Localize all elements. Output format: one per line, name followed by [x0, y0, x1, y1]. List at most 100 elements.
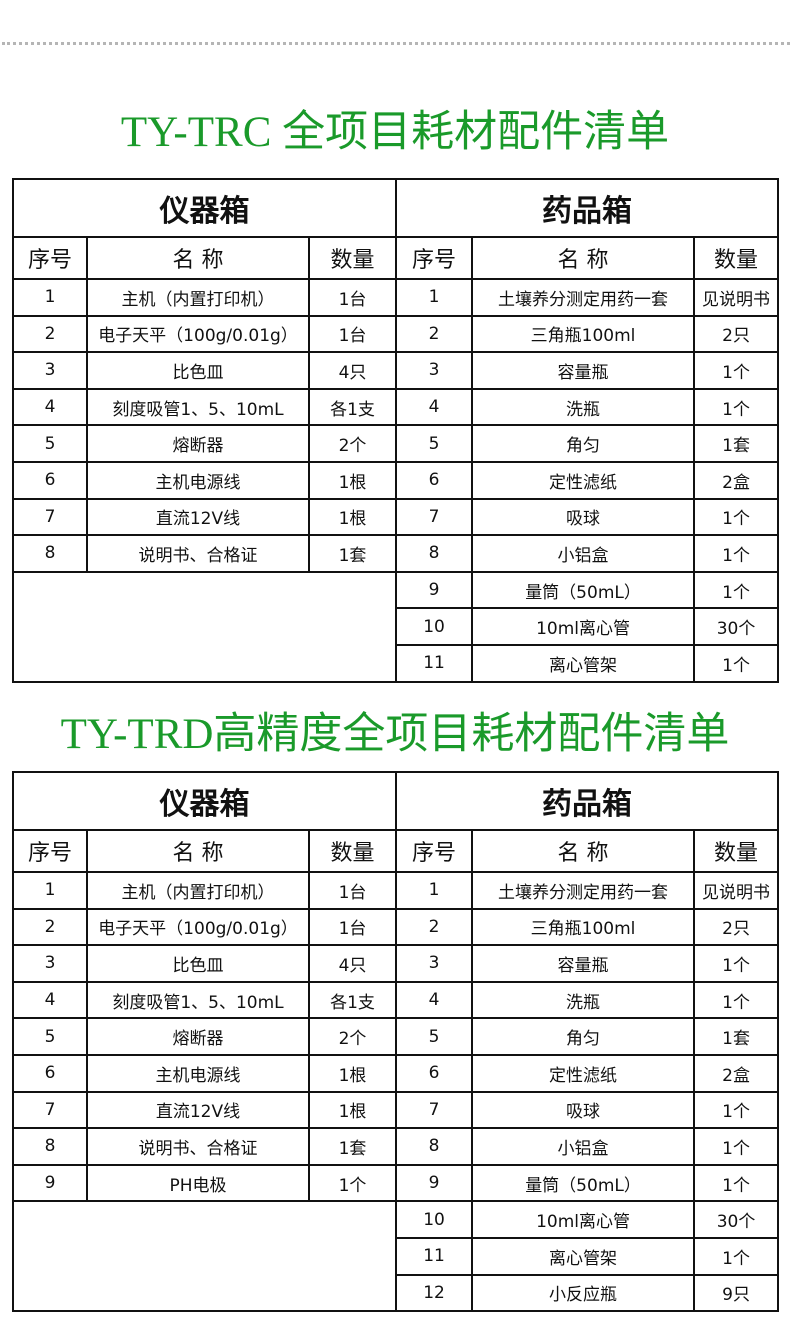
instrument-item-name: 直流12V线: [86, 497, 310, 537]
reagent-item-index: 8: [395, 1127, 474, 1166]
reagent-item-qty: 1个: [693, 534, 780, 573]
reagent-item-name: 小反应瓶: [471, 1273, 696, 1313]
reagent-item-index: 4: [395, 980, 474, 1020]
accessory-table-trd: 仪器箱 药品箱 序号名 称数量 序号名 称数量 1 主机（内置打印机） 1台 1 土壤养分测定用…: [11, 771, 780, 1313]
table-row: 10 10ml离心管 30个: [11, 1200, 780, 1313]
instrument-item-qty: 1套: [307, 534, 398, 573]
reagent-item-index: 6: [395, 1053, 474, 1093]
instrument-item-name: 比色皿: [86, 351, 310, 390]
reagent-item-index: 2: [395, 314, 474, 354]
col-header-qty: 数量: [307, 829, 398, 873]
reagent-item-qty: 1个: [693, 980, 780, 1020]
reagent-item-qty: 1个: [693, 351, 780, 390]
instrument-item-qty: 各1支: [307, 980, 398, 1020]
reagent-item-index: 7: [395, 1090, 474, 1130]
col-header-index: 序号: [395, 829, 474, 873]
reagent-item-qty: 见说明书: [693, 871, 780, 910]
instrument-item-index: 3: [12, 944, 88, 983]
table-row: 5 熔断器 2个 5 角匀 1套: [12, 424, 780, 463]
section-title-trc: TY-TRC 全项目耗材配件清单: [120, 109, 670, 156]
instrument-item-qty: 1台: [307, 278, 398, 317]
instrument-item-index: 9: [12, 1163, 88, 1203]
instrument-item-qty: 1根: [307, 460, 398, 500]
instrument-item-qty: 1台: [307, 871, 398, 910]
table-row: 12 小反应瓶 9只: [13, 1273, 780, 1313]
instrument-item-index: 7: [12, 1090, 88, 1130]
table-row: 4 刻度吸管1、5、10mL 各1支 4 洗瓶 1个: [12, 980, 780, 1020]
col-header-index: 序号: [12, 829, 88, 873]
reagent-item-name: 容量瓶: [471, 351, 696, 390]
instrument-item-index: 1: [12, 278, 88, 317]
reagent-item-qty: 1个: [693, 570, 780, 610]
instrument-item-name: 电子天平（100g/0.01g）: [86, 314, 310, 354]
reagent-item-index: 3: [395, 351, 474, 390]
instrument-item-qty: 1套: [307, 1127, 398, 1166]
reagent-item-index: 10: [395, 1200, 474, 1239]
reagent-item-qty: 1个: [693, 1163, 780, 1203]
col-header-qty: 数量: [307, 236, 398, 280]
reagent-item-name: 土壤养分测定用药一套: [471, 871, 696, 910]
reagent-item-name: 定性滤纸: [471, 460, 696, 500]
table-row: 3 比色皿 4只 3 容量瓶 1个: [12, 944, 780, 983]
instrument-item-name: 熔断器: [86, 424, 310, 463]
instrument-item-qty: 2个: [307, 424, 398, 463]
reagent-item-name: 吸球: [471, 497, 696, 537]
reagent-item-index: 8: [395, 534, 474, 573]
reagent-item-index: 12: [395, 1273, 474, 1313]
instrument-item-name: PH电极: [86, 1163, 310, 1203]
col-header-name: 名 称: [471, 236, 696, 280]
reagent-item-name: 洗瓶: [471, 387, 696, 427]
instrument-item-name: 比色皿: [86, 944, 310, 983]
instrument-item-index: 4: [12, 387, 88, 427]
table-row: 2 电子天平（100g/0.01g） 1台 2 三角瓶100ml 2只: [12, 314, 780, 354]
instrument-item-index: 5: [12, 424, 88, 463]
instrument-item-name: 主机（内置打印机）: [86, 278, 310, 317]
instrument-item-qty: 1根: [307, 1090, 398, 1130]
reagent-item-name: 离心管架: [471, 1236, 696, 1276]
col-header-name: 名 称: [86, 829, 310, 873]
table-row: 1 主机（内置打印机） 1台 1 土壤养分测定用药一套 见说明书: [12, 278, 780, 317]
table-row: 6 主机电源线 1根 6 定性滤纸 2盒: [12, 1053, 780, 1093]
empty-cell: [11, 1200, 398, 1313]
instrument-item-index: 6: [12, 1053, 88, 1093]
reagent-item-index: 4: [395, 387, 474, 427]
reagent-item-name: 容量瓶: [471, 944, 696, 983]
instrument-item-name: 刻度吸管1、5、10mL: [86, 387, 310, 427]
instrument-item-index: 3: [12, 351, 88, 390]
table-row: 4 刻度吸管1、5、10mL 各1支 4 洗瓶 1个: [12, 387, 780, 427]
instrument-item-qty: 各1支: [307, 387, 398, 427]
reagent-item-qty: 2盒: [693, 460, 780, 500]
reagent-item-qty: 1套: [693, 424, 780, 463]
col-header-name: 名 称: [86, 236, 310, 280]
table-row: 7 直流12V线 1根 7 吸球 1个: [12, 497, 780, 537]
instrument-item-qty: 2个: [307, 1017, 398, 1056]
reagent-item-index: 3: [395, 944, 474, 983]
instrument-item-name: 熔断器: [86, 1017, 310, 1056]
reagent-item-index: 6: [395, 460, 474, 500]
reagent-item-index: 7: [395, 497, 474, 537]
instrument-item-qty: 4只: [307, 944, 398, 983]
table-row: 3 比色皿 4只 3 容量瓶 1个: [12, 351, 780, 390]
instrument-item-index: 8: [12, 534, 88, 573]
instrument-item-name: 说明书、合格证: [86, 1127, 310, 1166]
reagent-item-name: 吸球: [471, 1090, 696, 1130]
instrument-item-index: 5: [12, 1017, 88, 1056]
reagent-box-header: 药品箱: [395, 178, 780, 238]
empty-cell: [11, 570, 398, 683]
reagent-item-name: 量筒（50mL）: [471, 1163, 696, 1203]
table-row: 2 电子天平（100g/0.01g） 1台 2 三角瓶100ml 2只: [12, 907, 780, 947]
instrument-item-index: 8: [12, 1127, 88, 1166]
table-row: 9 量筒（50mL） 1个: [11, 570, 780, 683]
table-row: 6 主机电源线 1根 6 定性滤纸 2盒: [12, 460, 780, 500]
reagent-item-qty: 1套: [693, 1017, 780, 1056]
table-row: 11 离心管架 1个: [13, 643, 780, 683]
instrument-item-qty: 1台: [307, 314, 398, 354]
reagent-item-name: 量筒（50mL）: [471, 570, 696, 610]
reagent-item-qty: 2盒: [693, 1053, 780, 1093]
reagent-item-index: 2: [395, 907, 474, 947]
accessory-table-trc: 仪器箱 药品箱 序号名 称数量 序号名 称数量 1 主机（内置打印机） 1台 1 土壤养分测定用…: [11, 178, 780, 683]
instrument-item-qty: 1根: [307, 497, 398, 537]
reagent-item-index: 11: [395, 1236, 474, 1276]
reagent-item-name: 小铝盒: [471, 1127, 696, 1166]
col-header-name: 名 称: [471, 829, 696, 873]
